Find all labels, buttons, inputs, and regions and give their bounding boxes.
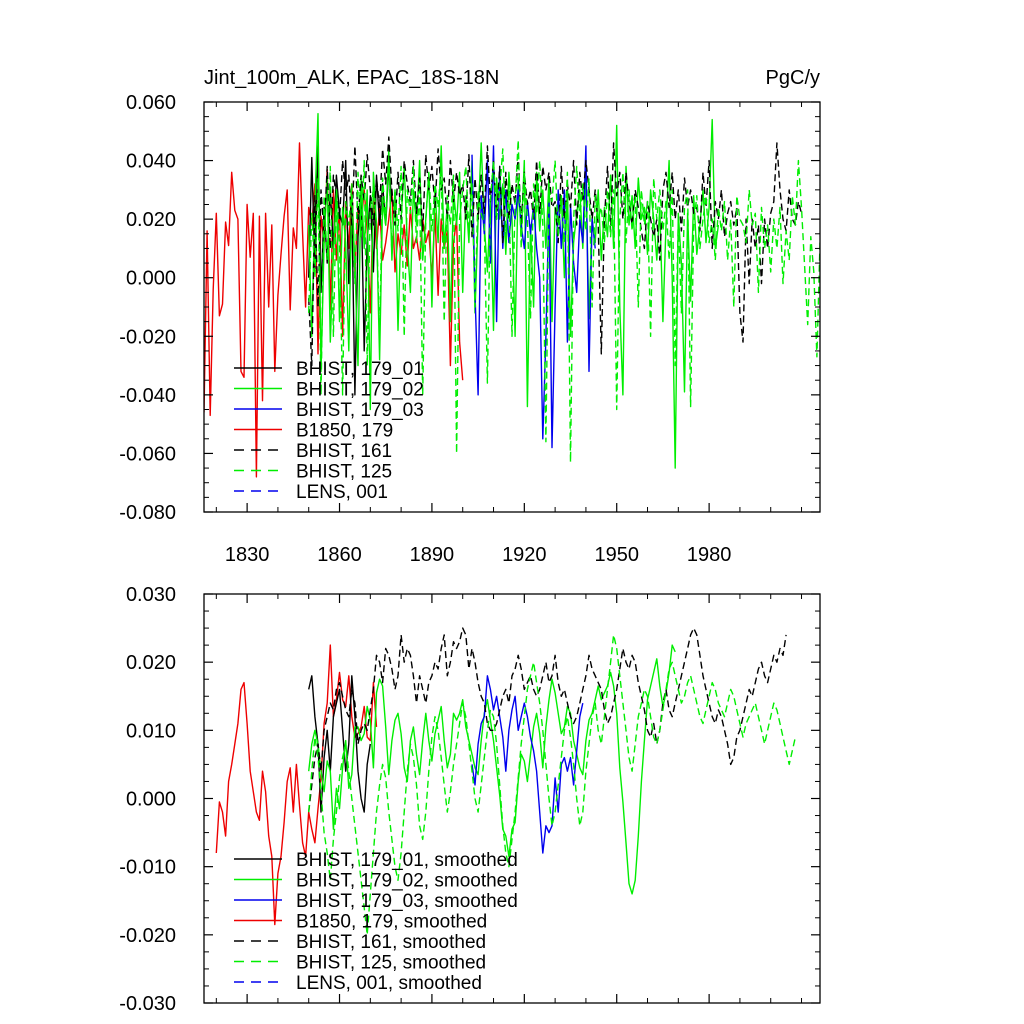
y-tick-label: 0.020: [126, 209, 176, 231]
legend-label: BHIST, 161, smoothed: [296, 932, 486, 953]
legend-label: BHIST, 125: [296, 462, 392, 483]
series-line-bhist-125: [308, 139, 820, 463]
series-line-bhist-161: [308, 136, 803, 367]
y-tick-label: -0.010: [119, 857, 176, 879]
y-tick-label: 0.030: [126, 584, 176, 606]
series-line-bhist-179-03-smoothed: [471, 675, 584, 854]
x-tick-label: 1950: [594, 544, 639, 566]
legend-label: BHIST, 179_03: [296, 400, 424, 421]
x-tick-label: 1980: [687, 544, 732, 566]
legend-label: B1850, 179, smoothed: [296, 912, 487, 933]
chart-title: Jint_100m_ALK, EPAC_18S-18N: [204, 67, 499, 89]
y-tick-label: -0.080: [119, 502, 176, 524]
y-tick-label: 0.040: [126, 151, 176, 173]
x-tick-label: 1830: [225, 544, 270, 566]
legend-label: BHIST, 179_01, smoothed: [296, 850, 518, 871]
legend-label: BHIST, 179_03, smoothed: [296, 891, 518, 912]
y-tick-label: 0.020: [126, 652, 176, 674]
y-tick-label: -0.060: [119, 443, 176, 465]
y-tick-label: 0.000: [126, 268, 176, 290]
panel-smoothed: -0.030 -0.020 -0.010 0.000 0.010 0.020 0.030 BH…: [119, 584, 821, 1015]
series-line-b1850-179-smoothed: [215, 644, 378, 926]
x-tick-label: 1860: [317, 544, 362, 566]
x-tick-label: 1920: [502, 544, 547, 566]
legend-label: BHIST, 179_01: [296, 359, 424, 380]
y-tick-label: -0.020: [119, 925, 176, 947]
series-group: [204, 112, 820, 478]
x-tick-label: 1890: [410, 544, 455, 566]
y-tick-label: -0.020: [119, 326, 176, 348]
panel-raw: -0.080 -0.060 -0.040 -0.020 0.000 0.020 0.040 0…: [119, 67, 821, 566]
series-group: [215, 627, 797, 936]
y-tick-label: 0.000: [126, 789, 176, 811]
y-tick-label: 0.010: [126, 720, 176, 742]
legend-label: BHIST, 179_02, smoothed: [296, 871, 518, 892]
legend-label: BHIST, 125, smoothed: [296, 953, 486, 974]
y-tick-label: -0.040: [119, 385, 176, 407]
legend-label: BHIST, 179_02: [296, 380, 424, 401]
units-label: PgC/y: [766, 67, 820, 89]
y-tick-label: -0.030: [119, 993, 176, 1015]
y-tick-label: 0.060: [126, 92, 176, 114]
legend-label: B1850, 179: [296, 421, 393, 442]
legend-label: LENS, 001, smoothed: [296, 973, 482, 994]
legend-label: LENS, 001: [296, 482, 388, 503]
legend-label: BHIST, 161: [296, 441, 392, 462]
